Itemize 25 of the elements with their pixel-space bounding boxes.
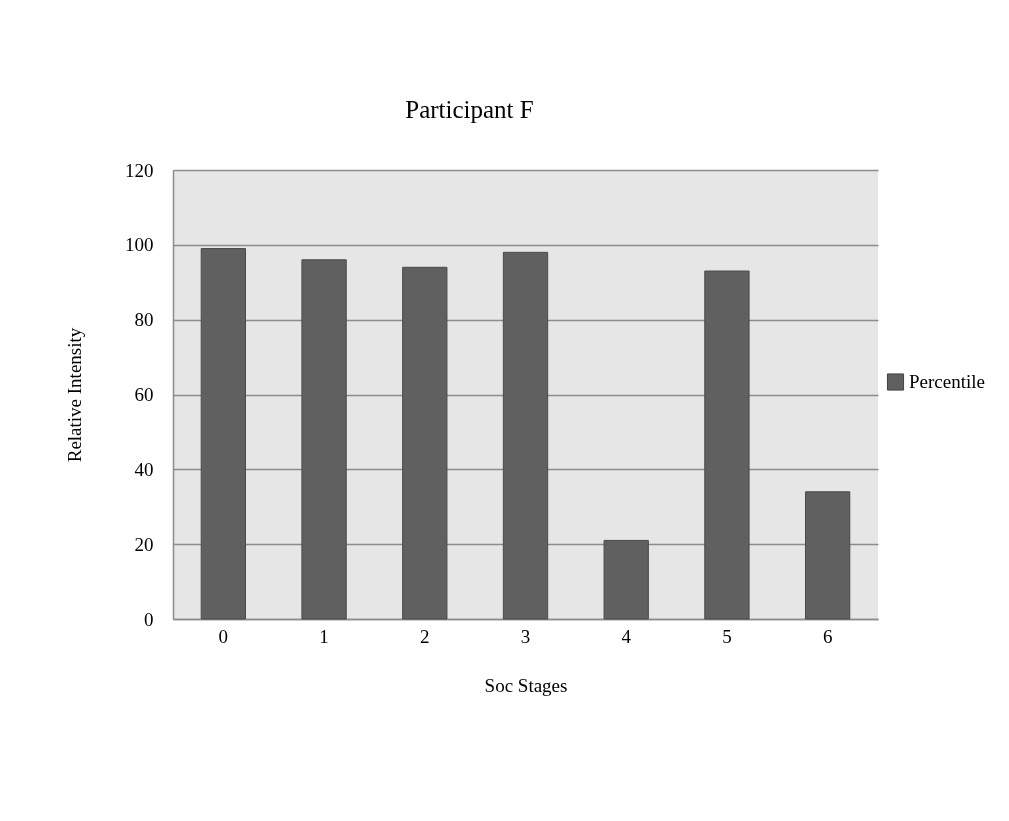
bar xyxy=(603,539,649,620)
y-tick-label: 0 xyxy=(144,608,154,630)
x-tick-label: 3 xyxy=(520,625,531,647)
y-tick-label: 120 xyxy=(125,159,154,181)
chart-title: Participant F xyxy=(405,96,534,123)
legend-label: Percentile xyxy=(909,371,985,392)
y-tick-label: 100 xyxy=(125,234,154,256)
bar xyxy=(804,491,851,620)
bar xyxy=(502,251,549,620)
x-tick-label: 6 xyxy=(822,625,833,647)
bar xyxy=(200,248,247,620)
x-tick-label: 0 xyxy=(218,625,229,647)
y-tick-label: 20 xyxy=(134,533,154,555)
bar xyxy=(301,259,347,620)
x-axis-title: Soc Stages xyxy=(484,674,568,696)
y-tick-label: 80 xyxy=(134,309,154,331)
y-tick-label: 40 xyxy=(134,458,154,480)
x-tick-label: 5 xyxy=(722,625,732,647)
bar xyxy=(402,266,448,620)
y-axis-title: Relative Intensity xyxy=(64,327,85,463)
x-tick-label: 4 xyxy=(621,625,632,647)
bar xyxy=(704,270,750,620)
x-tick-label: 2 xyxy=(420,625,430,647)
y-tick-label: 60 xyxy=(134,384,154,405)
x-tick-label: 1 xyxy=(319,625,329,647)
